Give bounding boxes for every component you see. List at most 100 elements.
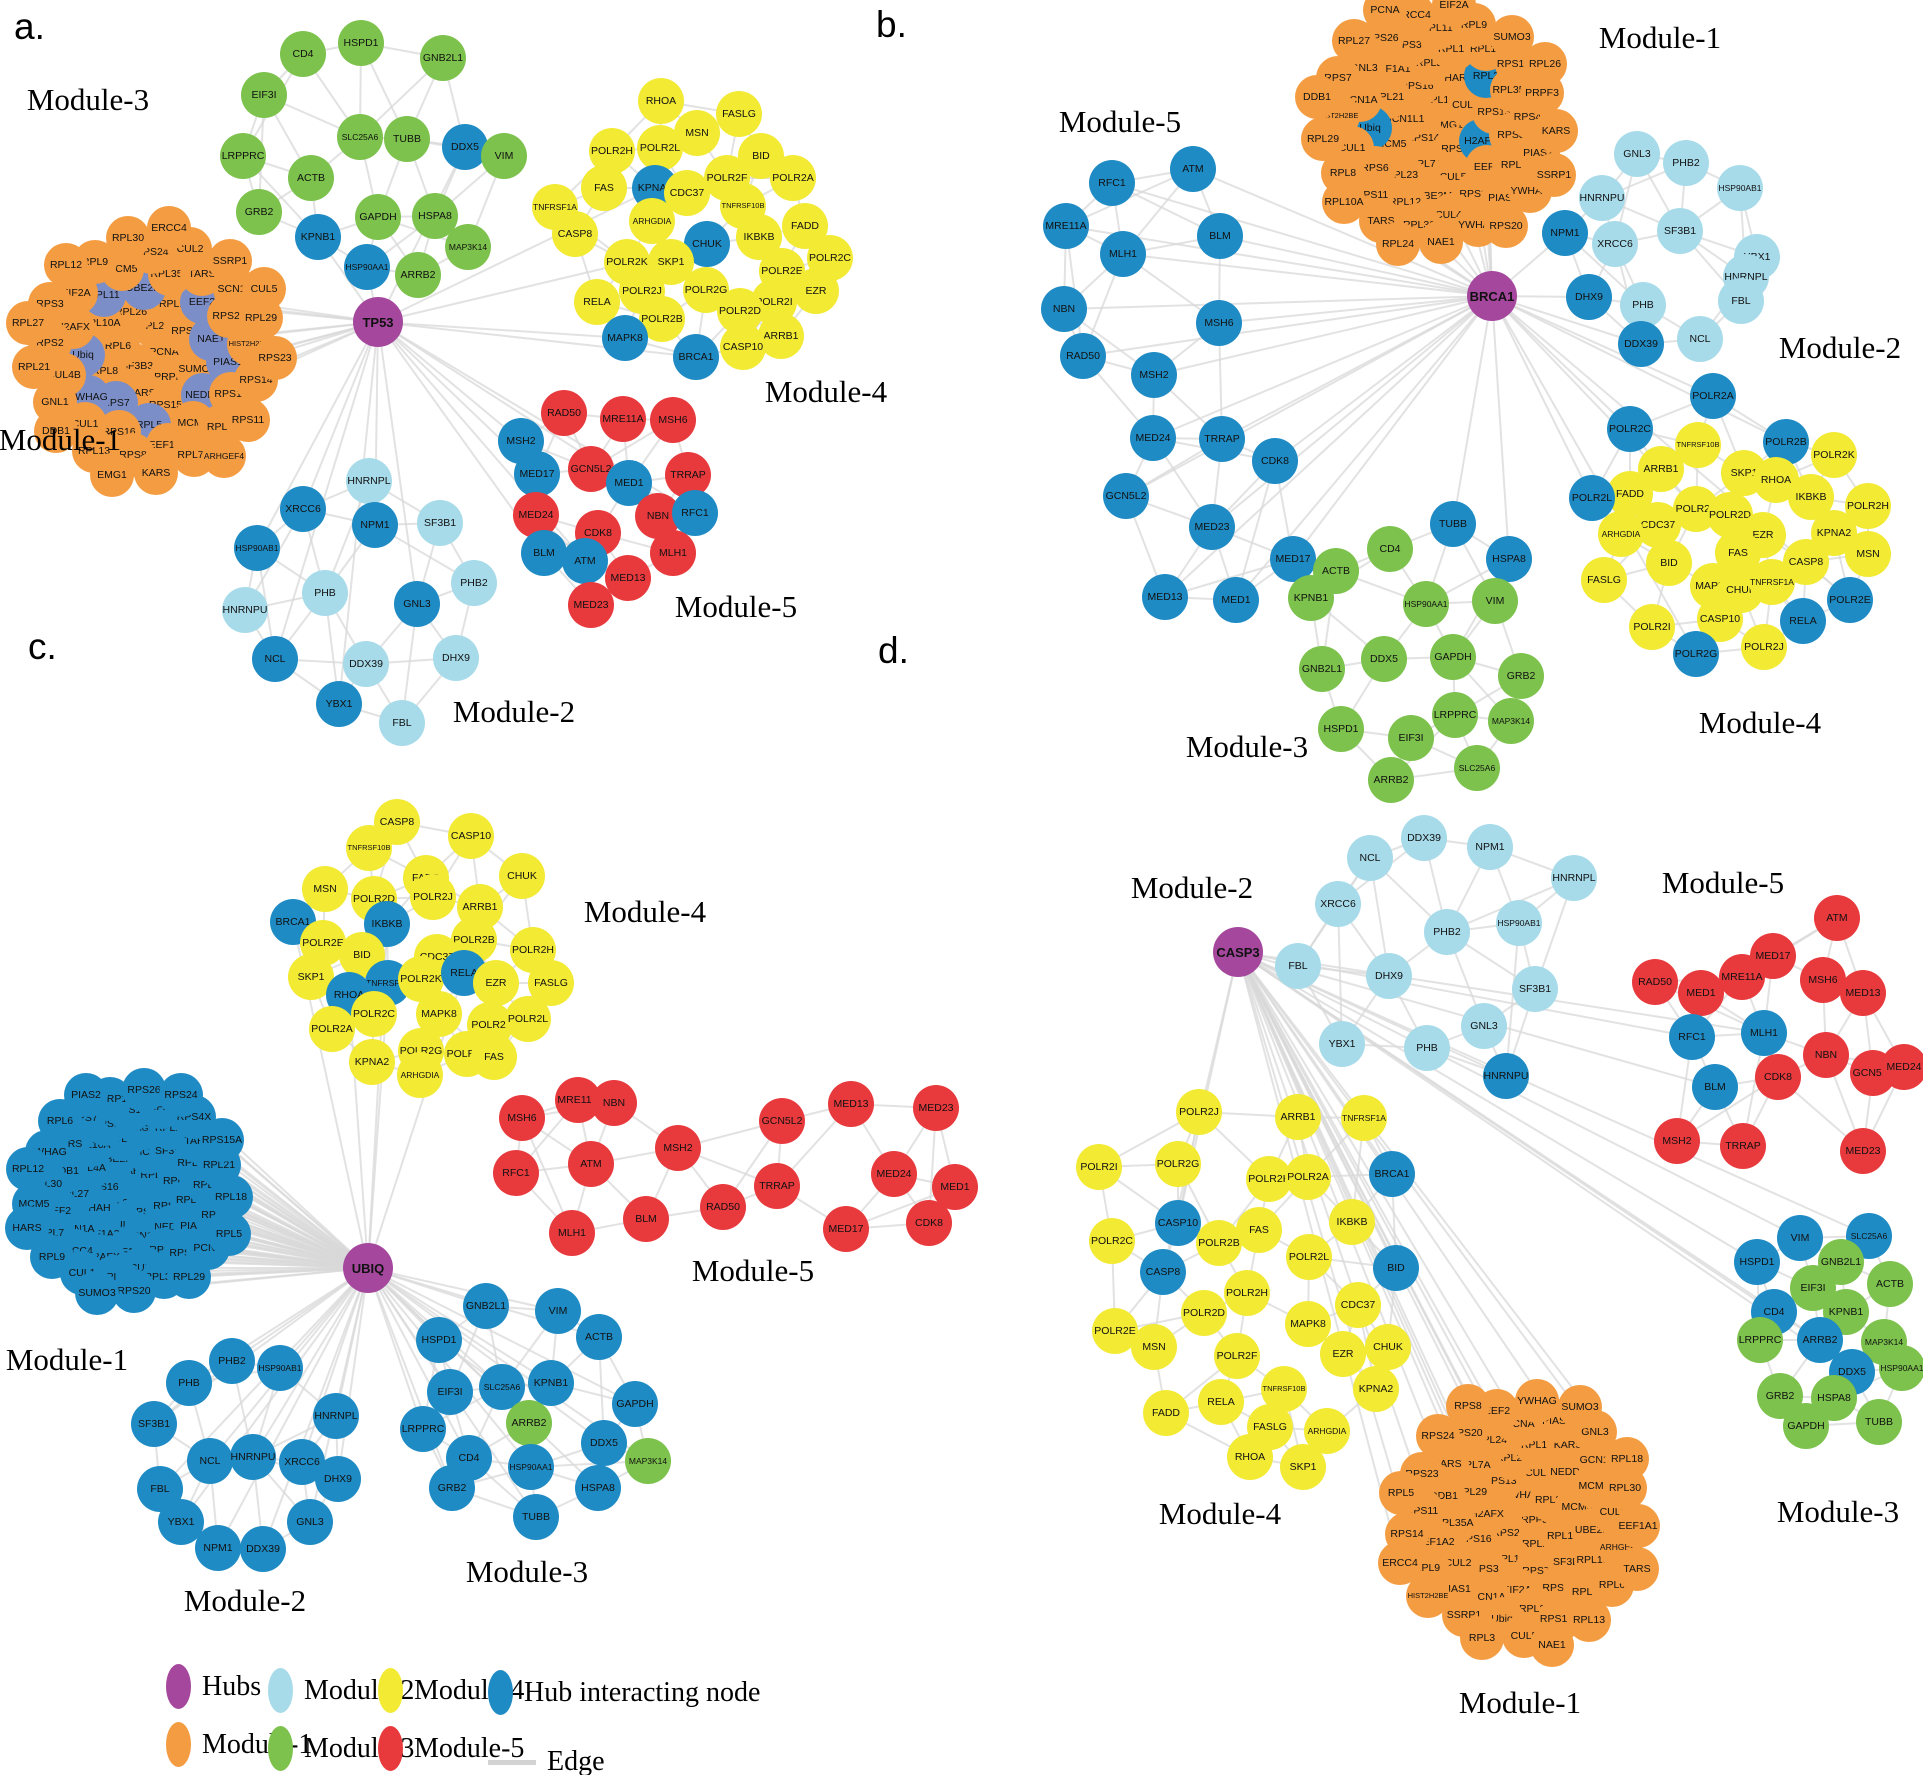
node-HNRNPL[interactable]: HNRNPL [313, 1393, 359, 1439]
node-MAP3K14[interactable]: MAP3K14 [625, 1438, 671, 1484]
node-NPM1[interactable]: NPM1 [1542, 210, 1588, 256]
node-BID[interactable]: BID [1646, 540, 1692, 586]
node-PHB2[interactable]: PHB2 [209, 1338, 255, 1384]
node-GNL3[interactable]: GNL3 [394, 581, 440, 627]
node-POLR2C[interactable]: POLR2C [1607, 406, 1653, 452]
node-IKBKB[interactable]: IKBKB [1329, 1199, 1375, 1245]
node-SLC25A6[interactable]: SLC25A6 [1454, 745, 1500, 791]
node-VIM[interactable]: VIM [481, 133, 527, 179]
node-RPS24[interactable]: RPS24 [159, 1073, 203, 1117]
node-RHOA[interactable]: RHOA [638, 78, 684, 124]
node-BLM[interactable]: BLM [1197, 213, 1243, 259]
node-CDK8[interactable]: CDK8 [1755, 1054, 1801, 1100]
node-POLR2G[interactable]: POLR2G [1673, 631, 1719, 677]
node-HSP90AA1[interactable]: HSP90AA1 [1879, 1345, 1923, 1391]
node-LRPPRC[interactable]: LRPPRC [1737, 1317, 1783, 1363]
node-RAD50[interactable]: RAD50 [541, 390, 587, 436]
node-POLR2B[interactable]: POLR2B [1196, 1220, 1242, 1266]
node-DDX5[interactable]: DDX5 [1361, 636, 1407, 682]
node-POLR2B[interactable]: POLR2B [639, 296, 685, 342]
node-MED17[interactable]: MED17 [1270, 536, 1316, 582]
node-ARRB2[interactable]: ARRB2 [506, 1400, 552, 1446]
node-GCN5L2[interactable]: GCN5L2 [759, 1098, 805, 1144]
node-HNRNPU[interactable]: HNRNPU [1483, 1053, 1529, 1099]
node-SF3B1[interactable]: SF3B1 [131, 1401, 177, 1447]
node-PHB2[interactable]: PHB2 [1424, 909, 1470, 955]
node-ERCC4[interactable]: ERCC4 [1378, 1541, 1422, 1585]
node-POLR2A[interactable]: POLR2A [1690, 373, 1736, 419]
node-MLH1[interactable]: MLH1 [549, 1210, 595, 1256]
node-PHB[interactable]: PHB [1404, 1025, 1450, 1071]
node-RPL18[interactable]: RPL18 [1605, 1437, 1649, 1481]
node-DDX5[interactable]: DDX5 [581, 1420, 627, 1466]
node-SSRP1[interactable]: SSRP1 [1532, 153, 1576, 197]
node-GRB2[interactable]: GRB2 [236, 189, 282, 235]
node-SF3B1[interactable]: SF3B1 [1512, 966, 1558, 1012]
node-RPL18[interactable]: RPL18 [209, 1175, 253, 1219]
node-GNL3[interactable]: GNL3 [1461, 1003, 1507, 1049]
node-BID[interactable]: BID [1373, 1245, 1419, 1291]
node-RFC1[interactable]: RFC1 [1669, 1014, 1715, 1060]
node-TUBB[interactable]: TUBB [1430, 501, 1476, 547]
node-ATM[interactable]: ATM [1814, 895, 1860, 941]
node-XRCC6[interactable]: XRCC6 [1315, 881, 1361, 927]
node-POLR2L[interactable]: POLR2L [1569, 475, 1615, 521]
node-MSN[interactable]: MSN [302, 866, 348, 912]
node-POLR2H[interactable]: POLR2H [1224, 1270, 1270, 1316]
node-TUBB[interactable]: TUBB [513, 1494, 559, 1540]
node-POLR2G[interactable]: POLR2G [1155, 1141, 1201, 1187]
hub-node-UBIQ[interactable]: UBIQ [343, 1243, 393, 1293]
node-ARRB2[interactable]: ARRB2 [395, 252, 441, 298]
node-MLH1[interactable]: MLH1 [650, 530, 696, 576]
node-GAPDH[interactable]: GAPDH [355, 194, 401, 240]
node-ACTB[interactable]: ACTB [1867, 1261, 1913, 1307]
node-HSP90AA1[interactable]: HSP90AA1 [1403, 581, 1449, 627]
node-CDC37[interactable]: CDC37 [1335, 1282, 1381, 1328]
node-TRRAP[interactable]: TRRAP [1720, 1123, 1766, 1169]
node-POLR2E[interactable]: POLR2E [1827, 577, 1873, 623]
node-MED13[interactable]: MED13 [1142, 574, 1188, 620]
node-HSPD1[interactable]: HSPD1 [338, 20, 384, 66]
node-MED17[interactable]: MED17 [823, 1206, 869, 1252]
node-MED23[interactable]: MED23 [1189, 504, 1235, 550]
node-FASLG[interactable]: FASLG [716, 91, 762, 137]
node-DDX39[interactable]: DDX39 [343, 641, 389, 687]
node-RPS23[interactable]: RPS23 [253, 336, 297, 380]
node-RHOA[interactable]: RHOA [1227, 1434, 1273, 1480]
node-CASP8[interactable]: CASP8 [1140, 1249, 1186, 1295]
node-DDB1[interactable]: DDB1 [1295, 75, 1339, 119]
node-TRRAP[interactable]: TRRAP [754, 1163, 800, 1209]
node-TRRAP[interactable]: TRRAP [1199, 416, 1245, 462]
node-CHUK[interactable]: CHUK [499, 853, 545, 899]
node-DDX39[interactable]: DDX39 [1401, 815, 1447, 861]
node-FBL[interactable]: FBL [1275, 943, 1321, 989]
node-LRPPRC[interactable]: LRPPRC [220, 133, 266, 179]
node-YBX1[interactable]: YBX1 [316, 681, 362, 727]
node-VIM[interactable]: VIM [1777, 1215, 1823, 1261]
node-MRE11A[interactable]: MRE11A [1043, 203, 1089, 249]
node-ARRB2[interactable]: ARRB2 [1368, 757, 1414, 803]
node-GNB2L1[interactable]: GNB2L1 [1299, 646, 1345, 692]
node-HIST2H2BE[interactable]: HIST2H2BE [1406, 1574, 1450, 1618]
node-DHX9[interactable]: DHX9 [1566, 274, 1612, 320]
node-RPL12[interactable]: RPL12 [6, 1147, 50, 1191]
node-MSH2[interactable]: MSH2 [1131, 352, 1177, 398]
node-RPL27[interactable]: RPL27 [1332, 19, 1376, 63]
node-TNFRSF1A[interactable]: TNFRSF1A [1749, 559, 1795, 605]
node-ARHGDIA[interactable]: ARHGDIA [397, 1052, 443, 1098]
node-ARHGDIA[interactable]: ARHGDIA [1598, 511, 1644, 557]
node-PIAS2[interactable]: PIAS2 [64, 1073, 108, 1117]
node-BRCA1[interactable]: BRCA1 [1369, 1151, 1415, 1197]
node-CHUK[interactable]: CHUK [1365, 1324, 1411, 1370]
node-BLM[interactable]: BLM [1692, 1064, 1738, 1110]
node-POLR2A[interactable]: POLR2A [1285, 1154, 1331, 1200]
node-ARHGDIA[interactable]: ARHGDIA [629, 198, 675, 244]
node-RPL5[interactable]: RPL5 [207, 1212, 251, 1256]
node-VIM[interactable]: VIM [535, 1288, 581, 1334]
node-FASLG[interactable]: FASLG [1247, 1404, 1293, 1450]
node-MED1[interactable]: MED1 [1213, 577, 1259, 623]
node-MED23[interactable]: MED23 [568, 582, 614, 628]
node-POLR2J[interactable]: POLR2J [1741, 624, 1787, 670]
node-KARS[interactable]: KARS [134, 451, 178, 495]
node-SUMO3[interactable]: SUMO3 [1558, 1385, 1602, 1429]
